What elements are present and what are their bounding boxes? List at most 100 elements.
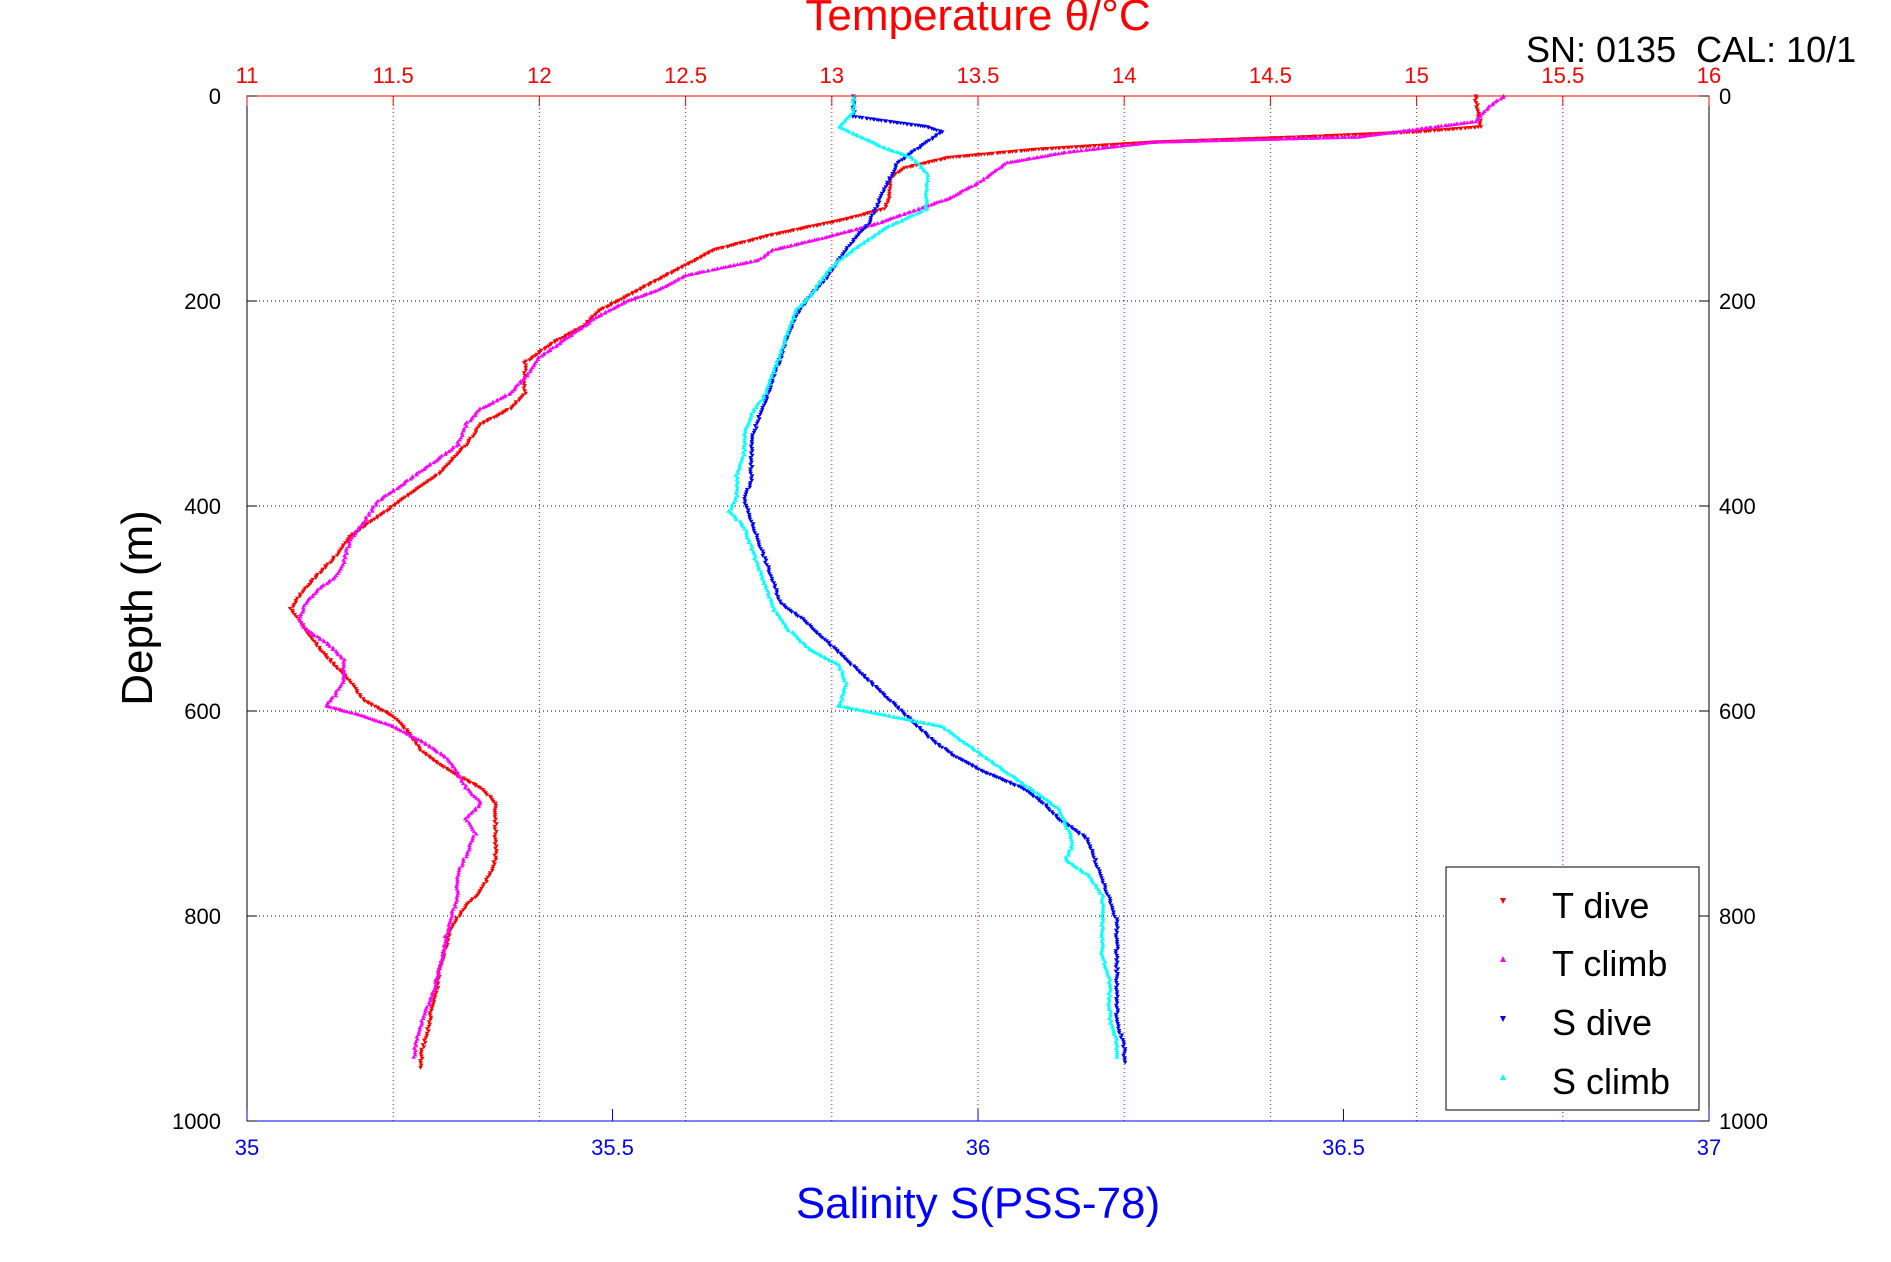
x-top-tick-label: 13 [820, 63, 844, 88]
data-point-t-dive [484, 793, 490, 797]
data-point-t-dive [1091, 144, 1097, 148]
data-point-s-climb [992, 761, 997, 766]
data-point-t-dive [467, 436, 473, 441]
data-point-t-climb [582, 323, 588, 328]
data-point-t-climb [679, 275, 685, 280]
data-point-t-climb [638, 294, 644, 298]
data-point-t-dive [1475, 114, 1481, 118]
data-point-t-dive [463, 904, 469, 908]
data-point-t-dive [351, 684, 357, 689]
data-point-s-climb [867, 138, 873, 143]
data-point-t-climb [693, 271, 699, 275]
data-point-s-climb [734, 484, 740, 489]
data-point-s-climb [742, 452, 747, 457]
data-point-t-dive [1472, 98, 1478, 103]
data-point-t-dive [679, 265, 685, 270]
data-point-s-climb [923, 192, 929, 197]
data-point-t-dive [1056, 146, 1061, 151]
data-point-s-dive [777, 362, 782, 367]
data-point-s-dive [762, 560, 768, 565]
data-point-s-dive [925, 735, 931, 740]
data-point-t-dive [303, 586, 308, 591]
data-point-t-dive [521, 386, 527, 391]
data-point-s-climb [1091, 881, 1096, 885]
y-tick-label-left: 1000 [172, 1109, 221, 1134]
data-point-t-climb [413, 1041, 418, 1046]
data-point-t-dive [652, 280, 657, 284]
data-point-s-climb [1098, 950, 1104, 954]
data-point-t-climb [448, 760, 453, 765]
data-point-s-dive [1107, 901, 1113, 906]
data-point-s-climb [846, 114, 852, 119]
data-point-t-climb [999, 164, 1004, 169]
data-point-t-dive [1443, 128, 1448, 132]
data-point-t-climb [457, 774, 462, 779]
data-point-t-dive [701, 253, 707, 258]
data-point-s-dive [749, 465, 755, 469]
data-point-t-climb [1480, 110, 1486, 115]
data-point-t-climb [454, 875, 460, 879]
data-point-t-climb [498, 396, 503, 401]
data-point-s-dive [767, 387, 773, 392]
data-point-t-dive [448, 769, 453, 774]
data-point-t-dive [754, 237, 760, 241]
data-point-t-dive [344, 539, 350, 544]
data-point-t-dive [1422, 129, 1427, 134]
data-point-t-dive [950, 155, 956, 160]
data-point-s-dive [750, 522, 756, 526]
sn-cal-annotation: SN: 0135 CAL: 10/1 [1526, 29, 1856, 70]
data-point-t-dive [638, 287, 643, 292]
data-point-t-dive [380, 709, 385, 713]
data-point-s-climb [1100, 927, 1105, 932]
data-point-t-climb [469, 792, 475, 797]
data-point-t-dive [614, 299, 620, 304]
data-point-t-climb [984, 175, 990, 179]
data-point-t-dive [462, 444, 468, 449]
data-point-s-dive [945, 749, 951, 754]
data-point-s-climb [1094, 885, 1099, 889]
data-point-t-dive [774, 232, 779, 237]
data-point-s-dive [879, 191, 885, 196]
data-point-t-dive [746, 239, 751, 244]
data-point-t-dive [492, 862, 497, 867]
data-point-t-dive [521, 381, 527, 386]
data-point-t-climb [452, 766, 458, 771]
data-point-s-climb [733, 495, 738, 500]
data-point-t-climb [408, 476, 413, 481]
data-point-s-dive [1120, 1044, 1126, 1049]
data-point-t-climb [1346, 135, 1352, 139]
data-point-s-dive [772, 585, 777, 590]
data-point-s-climb [1069, 837, 1074, 842]
data-point-s-climb [1100, 909, 1106, 913]
data-point-t-climb [448, 447, 454, 452]
data-point-t-climb [433, 984, 438, 989]
data-point-s-climb [771, 606, 777, 611]
data-point-t-climb [467, 847, 472, 852]
data-point-t-dive [428, 1018, 433, 1022]
data-point-t-dive [416, 744, 421, 749]
data-point-t-dive [523, 368, 529, 373]
data-point-t-climb [752, 258, 757, 263]
data-point-s-dive [980, 769, 986, 774]
data-point-s-climb [1100, 945, 1105, 950]
data-point-s-dive [847, 244, 852, 248]
data-point-t-dive [344, 676, 350, 681]
data-point-t-dive [523, 391, 529, 396]
data-point-t-dive [811, 224, 816, 229]
data-point-t-dive [418, 1063, 424, 1068]
data-point-t-climb [369, 506, 375, 511]
data-point-s-dive [767, 572, 772, 576]
data-point-s-climb [962, 740, 968, 745]
data-point-s-dive [743, 492, 749, 497]
data-point-t-dive [457, 914, 463, 919]
data-point-s-dive [1034, 796, 1039, 800]
data-point-t-climb [705, 268, 710, 273]
data-point-s-climb [878, 712, 884, 716]
data-point-s-climb [923, 190, 929, 195]
data-point-t-climb [465, 850, 470, 854]
data-point-t-dive [429, 1008, 434, 1013]
data-point-t-climb [303, 601, 309, 605]
data-point-t-dive [294, 615, 299, 619]
data-point-t-climb [353, 529, 358, 534]
data-point-t-climb [459, 863, 465, 868]
